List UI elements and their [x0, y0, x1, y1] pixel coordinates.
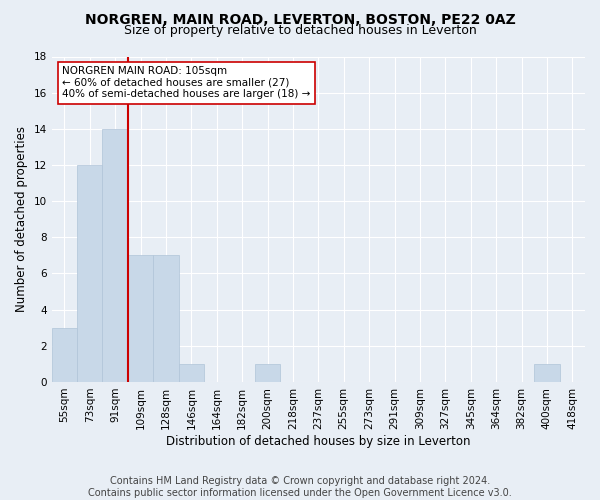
Bar	[52, 328, 77, 382]
Bar	[128, 256, 153, 382]
Bar	[77, 165, 103, 382]
Bar	[534, 364, 560, 382]
Y-axis label: Number of detached properties: Number of detached properties	[15, 126, 28, 312]
X-axis label: Distribution of detached houses by size in Leverton: Distribution of detached houses by size …	[166, 434, 470, 448]
Bar	[179, 364, 204, 382]
Text: NORGREN, MAIN ROAD, LEVERTON, BOSTON, PE22 0AZ: NORGREN, MAIN ROAD, LEVERTON, BOSTON, PE…	[85, 12, 515, 26]
Text: Size of property relative to detached houses in Leverton: Size of property relative to detached ho…	[124, 24, 476, 37]
Bar	[153, 256, 179, 382]
Text: NORGREN MAIN ROAD: 105sqm
← 60% of detached houses are smaller (27)
40% of semi-: NORGREN MAIN ROAD: 105sqm ← 60% of detac…	[62, 66, 311, 100]
Text: Contains HM Land Registry data © Crown copyright and database right 2024.
Contai: Contains HM Land Registry data © Crown c…	[88, 476, 512, 498]
Bar	[103, 129, 128, 382]
Bar	[255, 364, 280, 382]
